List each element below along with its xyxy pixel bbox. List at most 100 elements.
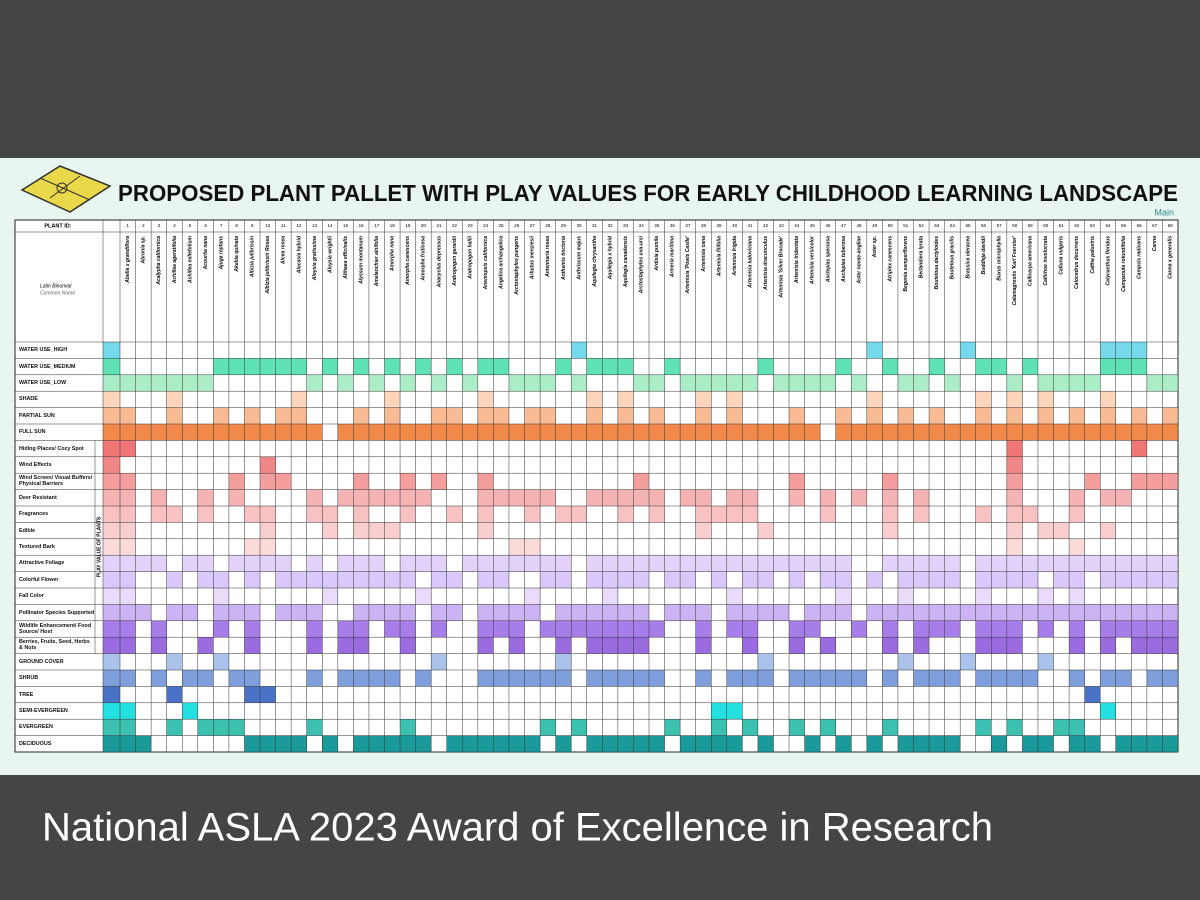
cell [991, 735, 1007, 752]
plant-id: 8 [235, 223, 238, 228]
cell [353, 473, 369, 490]
cell [789, 555, 805, 572]
cell [493, 424, 509, 441]
row-label: Textured Bark [19, 543, 55, 550]
row-swatch [103, 358, 120, 375]
cell [866, 735, 883, 752]
cell [368, 555, 385, 572]
row-swatch [103, 407, 120, 424]
latin-name: Amelanchier alnifolia [374, 236, 380, 288]
corner-label: Main [1154, 207, 1174, 217]
latin-name: Amorpha fruticosa [421, 236, 427, 282]
cell [975, 670, 992, 687]
cell [493, 670, 509, 687]
plant-id: 43 [779, 223, 785, 228]
cell [353, 555, 369, 572]
cell [929, 670, 945, 687]
cell [477, 670, 494, 687]
cell [384, 407, 401, 424]
cell [929, 358, 945, 375]
cell [633, 571, 649, 588]
cell [649, 620, 665, 638]
latin-name: Calycanthus floridus [1105, 236, 1111, 286]
cell [120, 506, 136, 523]
cell [166, 506, 183, 523]
cell [1084, 555, 1101, 572]
cell [1037, 620, 1054, 638]
row-label-box: Edible [19, 528, 35, 534]
cell [1100, 342, 1116, 359]
cell [820, 604, 836, 621]
cell [586, 571, 603, 588]
cell [726, 374, 743, 392]
cell [291, 735, 307, 752]
cell [586, 637, 603, 654]
top-band [0, 0, 1200, 158]
cell [1006, 374, 1023, 392]
cell [1162, 473, 1178, 490]
bottom-band [0, 775, 1200, 900]
cell [1162, 670, 1178, 687]
cell [1100, 670, 1116, 687]
cell [260, 456, 276, 474]
cell [1162, 735, 1178, 752]
cell [151, 637, 167, 654]
cell [182, 424, 198, 441]
cell [664, 571, 681, 588]
plant-id: 67 [1152, 223, 1158, 228]
plant-id: 36 [670, 223, 676, 228]
cell [400, 473, 416, 490]
cell [540, 620, 556, 638]
cell [1084, 374, 1101, 392]
row-label-box: Hiding Places/ Cozy Spot [19, 446, 84, 452]
row-label: Fall Color [19, 593, 44, 600]
cell [1115, 555, 1132, 572]
plant-id: 16 [359, 223, 365, 228]
cell [944, 424, 961, 441]
cell [960, 604, 976, 621]
row-label-box: EVERGREEN [19, 724, 53, 730]
cell [322, 358, 338, 375]
plant-id: 37 [685, 223, 691, 228]
row-swatch [103, 522, 120, 539]
latin-name: Calocedrus decurrens [1074, 236, 1080, 289]
row-swatch [103, 735, 120, 752]
cell [151, 424, 167, 441]
cell [400, 604, 416, 621]
cell [431, 653, 447, 670]
cell [151, 374, 167, 392]
cell [462, 555, 478, 572]
cell [1006, 571, 1023, 588]
cell [1006, 440, 1023, 457]
cell [260, 473, 276, 490]
cell [228, 670, 245, 687]
cell [166, 424, 183, 441]
cell [306, 506, 323, 523]
cell [617, 391, 634, 408]
row-label-box: Deer Resistant [19, 495, 57, 501]
cell [213, 653, 229, 670]
cell [555, 620, 572, 638]
row-swatch [103, 686, 120, 703]
cell [213, 358, 229, 375]
cell [228, 719, 245, 736]
cell [477, 735, 494, 752]
cell [1006, 506, 1023, 523]
cell [337, 489, 354, 506]
cell [1053, 522, 1070, 539]
row-label: Wildlife Enhancement/ Food Source/ Host [19, 622, 92, 635]
cell [913, 604, 930, 621]
cell [135, 424, 152, 441]
cell [1069, 670, 1085, 687]
cell [477, 620, 494, 638]
cell [1022, 735, 1038, 752]
plant-id: 48 [857, 223, 863, 228]
cell [493, 489, 509, 506]
cell [182, 374, 198, 392]
cell [742, 555, 758, 572]
plant-id: 2 [142, 223, 145, 228]
row-label: Pollinator Species Supported [19, 609, 95, 616]
cell [897, 588, 914, 605]
cell [555, 735, 572, 752]
cell [1100, 571, 1116, 588]
